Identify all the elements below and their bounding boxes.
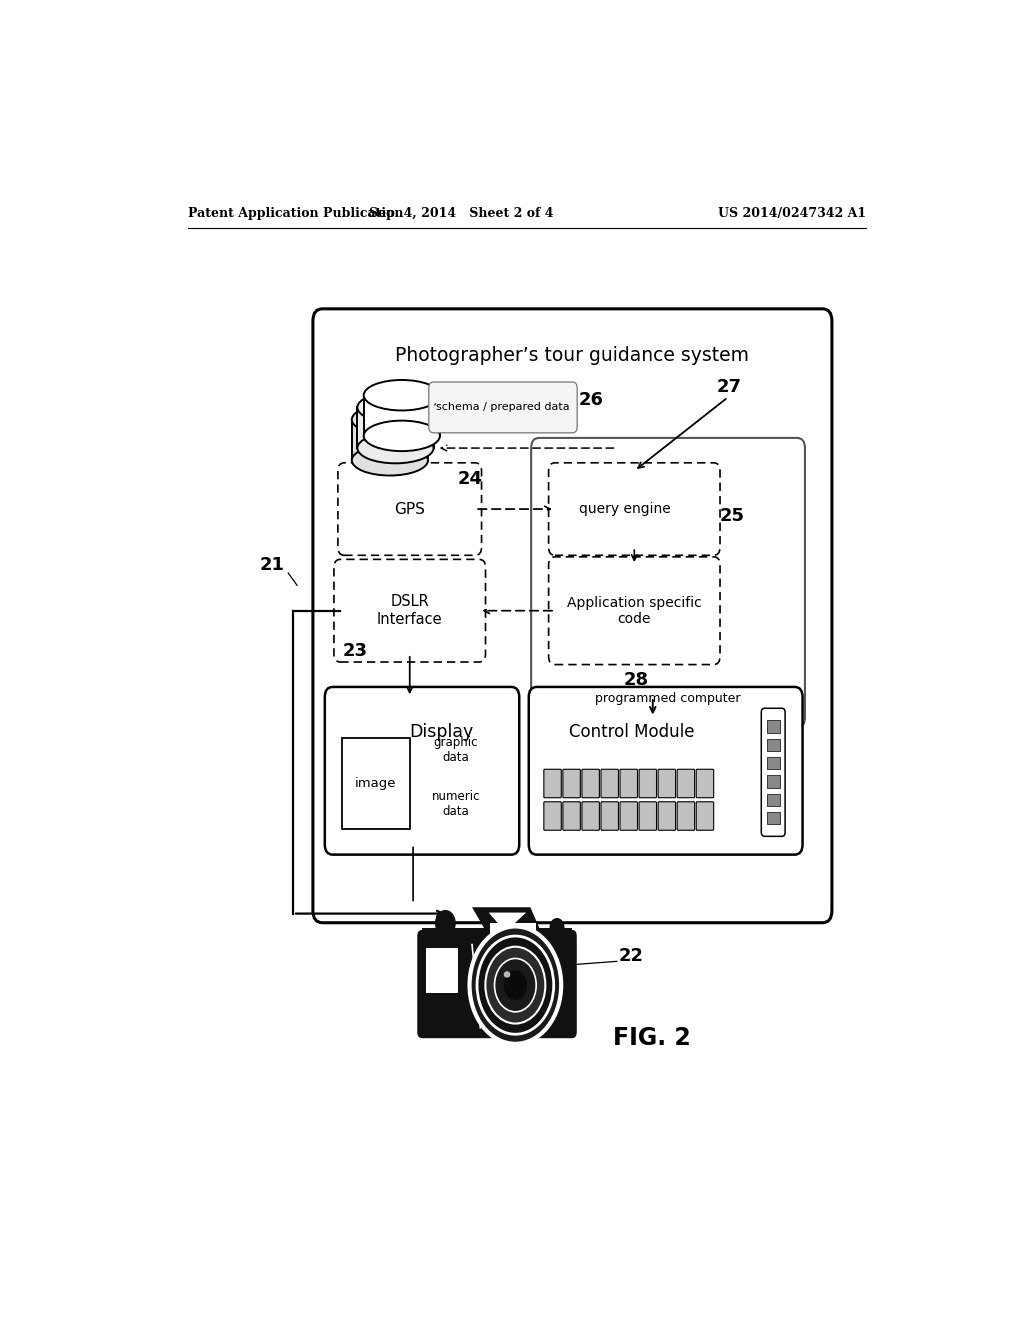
Text: programmed computer: programmed computer — [595, 692, 740, 705]
FancyBboxPatch shape — [528, 686, 803, 854]
Ellipse shape — [435, 909, 456, 937]
FancyBboxPatch shape — [761, 709, 785, 837]
Text: GPS: GPS — [394, 502, 425, 516]
FancyBboxPatch shape — [325, 686, 519, 854]
Text: 23: 23 — [342, 643, 368, 660]
Bar — [422, 928, 572, 936]
Ellipse shape — [504, 972, 510, 978]
Text: 27: 27 — [717, 378, 741, 396]
Text: Sep. 4, 2014   Sheet 2 of 4: Sep. 4, 2014 Sheet 2 of 4 — [369, 207, 554, 220]
FancyBboxPatch shape — [490, 923, 537, 935]
Text: DSLR
Interface: DSLR Interface — [377, 594, 442, 627]
FancyBboxPatch shape — [601, 770, 618, 797]
FancyBboxPatch shape — [620, 770, 638, 797]
FancyBboxPatch shape — [677, 801, 694, 830]
FancyBboxPatch shape — [658, 801, 676, 830]
FancyBboxPatch shape — [658, 770, 676, 797]
FancyBboxPatch shape — [426, 948, 458, 993]
Polygon shape — [472, 907, 543, 936]
Ellipse shape — [485, 946, 546, 1023]
Text: image: image — [355, 777, 396, 789]
Polygon shape — [488, 912, 526, 932]
FancyBboxPatch shape — [563, 770, 581, 797]
FancyBboxPatch shape — [544, 770, 561, 797]
FancyBboxPatch shape — [582, 770, 599, 797]
Text: FIG. 2: FIG. 2 — [613, 1026, 690, 1049]
FancyBboxPatch shape — [639, 770, 656, 797]
Bar — [767, 758, 779, 770]
Text: numeric
data: numeric data — [431, 789, 480, 818]
FancyBboxPatch shape — [429, 381, 578, 433]
FancyBboxPatch shape — [563, 801, 581, 830]
FancyBboxPatch shape — [639, 801, 656, 830]
FancyBboxPatch shape — [582, 801, 599, 830]
Ellipse shape — [550, 917, 564, 937]
Text: query engine: query engine — [579, 502, 671, 516]
Bar — [357, 408, 433, 447]
FancyBboxPatch shape — [620, 801, 638, 830]
Text: 24: 24 — [458, 470, 482, 487]
FancyBboxPatch shape — [334, 560, 485, 663]
Text: 28: 28 — [624, 671, 649, 689]
Bar — [767, 721, 779, 733]
Ellipse shape — [504, 970, 527, 1001]
Text: Photographer’s tour guidance system: Photographer’s tour guidance system — [395, 346, 750, 366]
FancyBboxPatch shape — [531, 438, 805, 727]
Text: schema / prepared data: schema / prepared data — [436, 403, 569, 412]
Text: US 2014/0247342 A1: US 2014/0247342 A1 — [718, 207, 866, 220]
Ellipse shape — [364, 380, 440, 411]
Bar — [352, 420, 428, 461]
FancyBboxPatch shape — [313, 309, 831, 923]
FancyBboxPatch shape — [601, 801, 618, 830]
FancyBboxPatch shape — [696, 770, 714, 797]
Text: Control Module: Control Module — [569, 722, 694, 741]
Text: 22: 22 — [618, 948, 643, 965]
Ellipse shape — [357, 392, 433, 422]
Ellipse shape — [364, 421, 440, 451]
Bar — [767, 739, 779, 751]
FancyBboxPatch shape — [544, 801, 561, 830]
Ellipse shape — [357, 433, 433, 463]
FancyBboxPatch shape — [549, 557, 720, 664]
Ellipse shape — [470, 927, 561, 1044]
Ellipse shape — [352, 404, 428, 434]
Ellipse shape — [477, 936, 554, 1035]
Text: 21: 21 — [259, 556, 285, 574]
Bar — [364, 395, 440, 436]
FancyBboxPatch shape — [338, 463, 481, 556]
Bar — [767, 793, 779, 805]
FancyBboxPatch shape — [342, 738, 410, 829]
Text: graphic
data: graphic data — [433, 737, 478, 764]
Bar — [767, 812, 779, 824]
FancyBboxPatch shape — [677, 770, 694, 797]
Text: 25: 25 — [719, 507, 744, 525]
Bar — [767, 775, 779, 788]
Text: Display: Display — [410, 722, 474, 741]
Text: 26: 26 — [579, 391, 604, 409]
Ellipse shape — [495, 958, 537, 1012]
FancyBboxPatch shape — [549, 463, 720, 556]
Ellipse shape — [352, 445, 428, 475]
FancyBboxPatch shape — [696, 801, 714, 830]
Text: Application specific
code: Application specific code — [567, 595, 701, 626]
Text: Patent Application Publication: Patent Application Publication — [187, 207, 403, 220]
FancyBboxPatch shape — [417, 931, 577, 1039]
